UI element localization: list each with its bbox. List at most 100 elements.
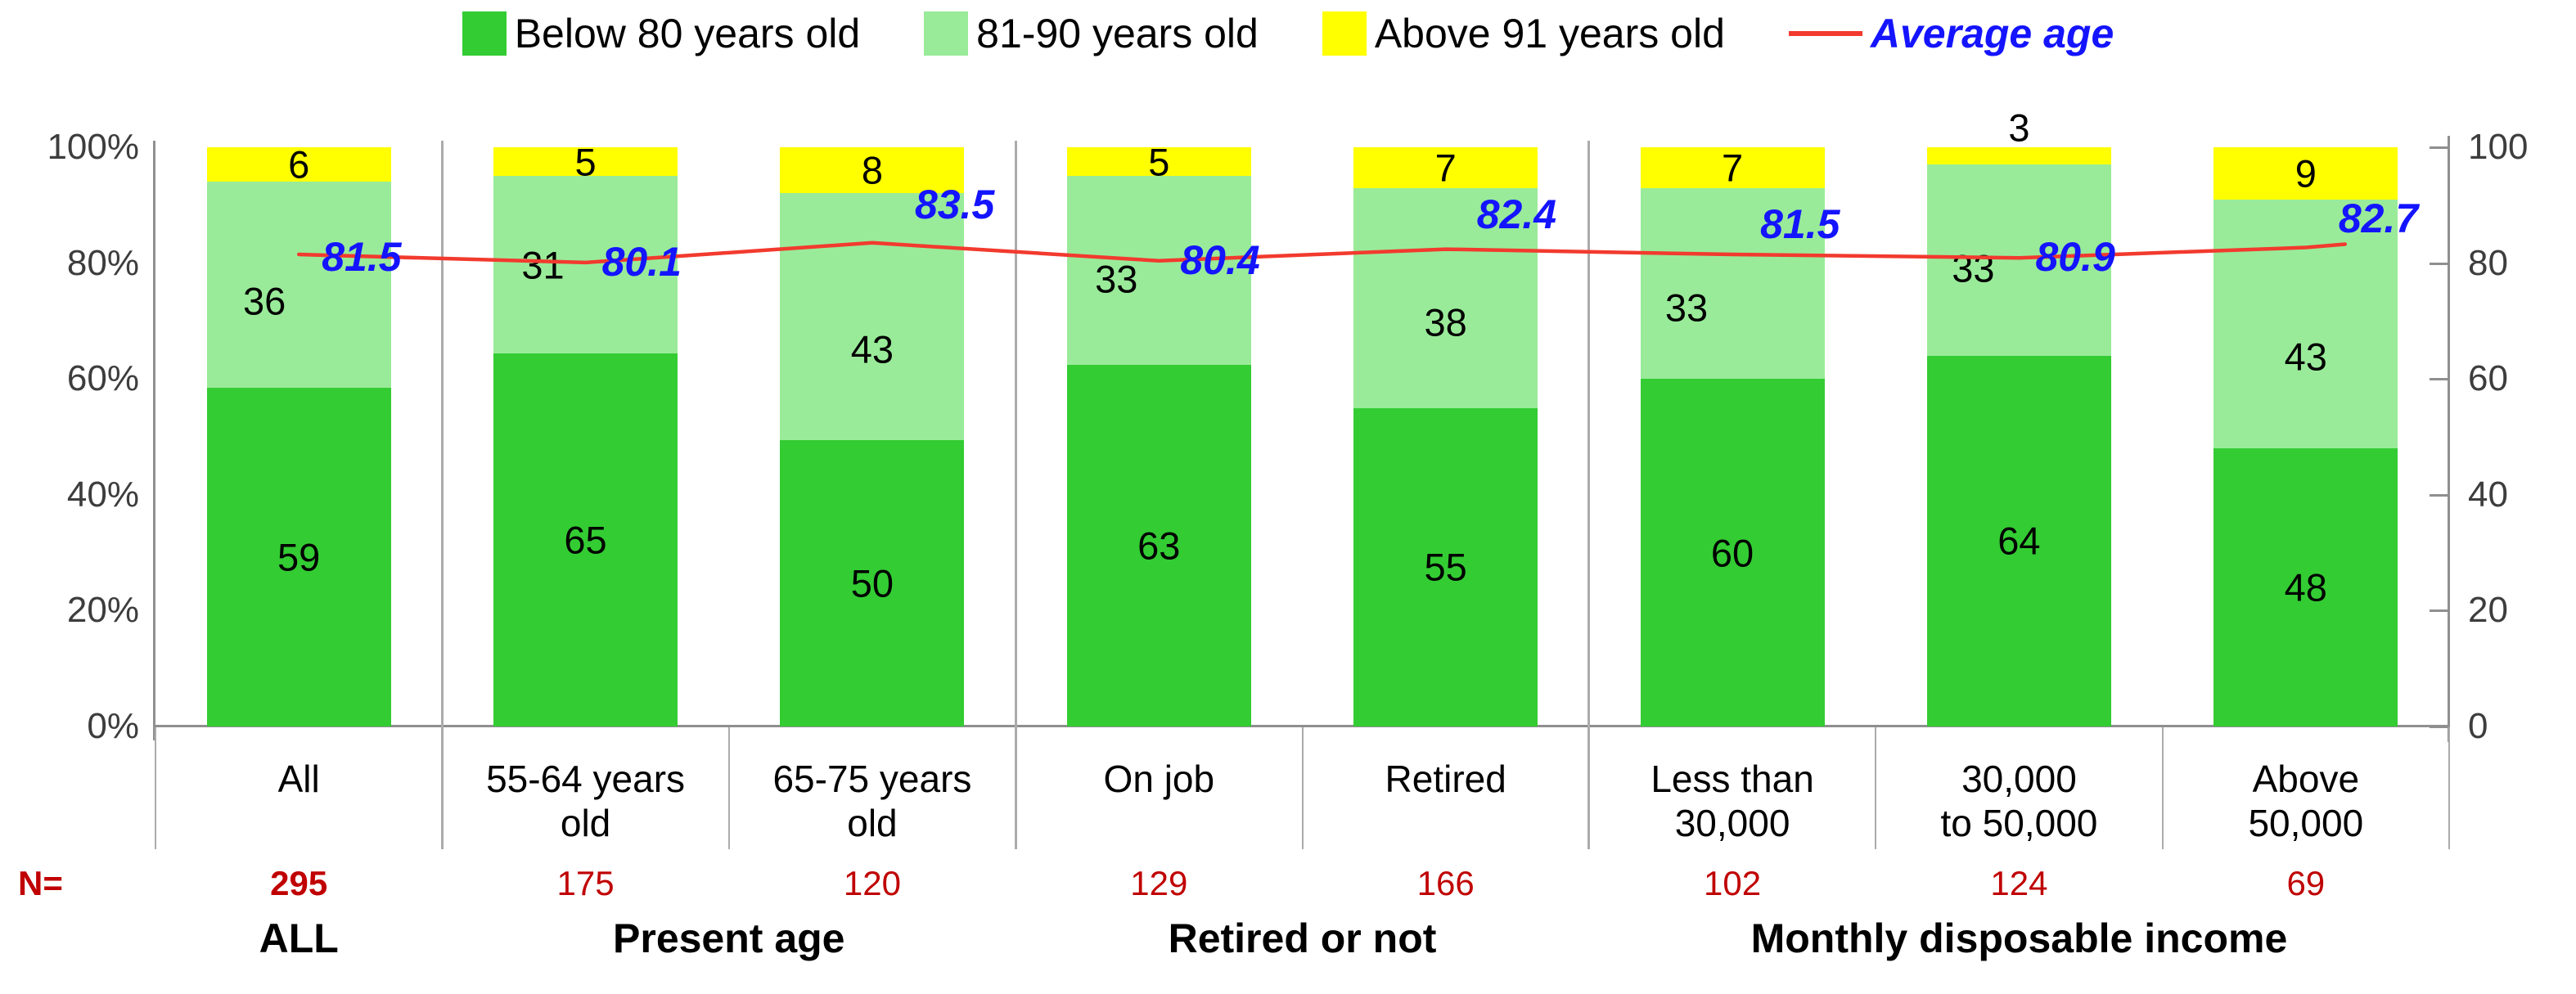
y-axis-right-tick-mark: [2430, 609, 2449, 613]
bar-value-label: 60: [1710, 531, 1754, 575]
bar-segment: [780, 147, 965, 194]
n-value: 166: [1416, 864, 1475, 902]
y-axis-right-tick-label: 60: [2468, 358, 2508, 399]
n-value: 120: [843, 864, 901, 902]
average-age-value-label: 80.9: [2035, 234, 2115, 281]
average-age-value-label: 82.4: [1476, 191, 1557, 237]
bar-value-label: 43: [850, 327, 894, 371]
bar-value-label: 36: [243, 279, 286, 323]
group-separator-line: [440, 141, 444, 849]
average-age-value-label: 82.7: [2338, 196, 2419, 242]
average-age-value-label: 83.5: [914, 181, 995, 227]
left-axis-line: [153, 141, 155, 740]
legend-item: Above 91 years old: [1322, 10, 1725, 57]
y-axis-left-tick-label: 60%: [66, 358, 139, 399]
bar-value-label: 43: [2284, 335, 2327, 379]
n-value: 129: [1130, 864, 1188, 902]
y-axis-left-tick-label: 0%: [87, 706, 139, 746]
legend-swatch-icon: [924, 11, 969, 56]
average-age-value-label: 81.5: [1760, 200, 1840, 247]
legend-item-average-age: Average age: [1788, 10, 2114, 57]
bar-value-label: 3: [2008, 106, 2030, 150]
category-separator-line: [1875, 727, 1877, 849]
bar-segment: [1640, 187, 1825, 380]
legend-label-average-age: Average age: [1870, 11, 2114, 56]
n-value: 69: [2286, 864, 2326, 902]
bar-value-label: 6: [288, 142, 310, 187]
legend-swatch-icon: [1322, 11, 1367, 56]
average-age-value-label: 80.4: [1180, 236, 1260, 283]
n-value: 295: [270, 864, 328, 902]
bar-segment: [2213, 448, 2398, 726]
bar-value-label: 64: [1997, 519, 2041, 563]
category-label: 55-64 years old: [486, 758, 686, 845]
n-value: 102: [1704, 864, 1762, 902]
bar-segment: [493, 176, 678, 354]
bar-segment: [2213, 199, 2398, 449]
x-axis-baseline: [155, 725, 2449, 727]
bar-value-label: 50: [850, 561, 894, 605]
category-label: Less than 30,000: [1651, 758, 1814, 845]
bar-value-label: 33: [1664, 286, 1709, 330]
y-axis-left-tick-label: 40%: [66, 474, 139, 515]
y-axis-right-tick-mark: [2430, 262, 2449, 265]
n-equals-label: N=: [18, 864, 63, 902]
y-axis-right-tick-label: 100: [2468, 127, 2529, 167]
legend-label: Below 80 years old: [514, 11, 861, 56]
bar-value-label: 55: [1424, 545, 1467, 589]
category-separator-line: [1301, 727, 1304, 849]
y-axis-right-tick-label: 20: [2468, 590, 2508, 631]
bar-segment: [1066, 365, 1251, 726]
bar-value-label: 48: [2284, 565, 2327, 609]
bar-value-label: 9: [2295, 151, 2317, 196]
legend: Below 80 years old 81-90 years old Above 9…: [0, 10, 2576, 57]
bar-segment: [1353, 407, 1538, 726]
average-age-value-label: 80.1: [601, 238, 682, 285]
bar-segment: [493, 147, 678, 177]
group-label: ALL: [259, 915, 339, 961]
bar-segment: [1353, 187, 1538, 408]
y-axis-right-tick-mark: [2430, 146, 2449, 149]
category-label: Retired: [1385, 758, 1506, 800]
bar-segment: [780, 193, 965, 440]
bar-value-label: 7: [1434, 146, 1457, 190]
bar-value-label: 8: [861, 148, 884, 192]
group-separator-line: [1587, 141, 1591, 849]
bar-segment: [1926, 147, 2111, 165]
category-label: On job: [1103, 758, 1215, 800]
legend-swatch-icon: [462, 11, 507, 56]
bar-segment: [206, 182, 391, 389]
bar-segment: [1066, 176, 1251, 366]
group-label: Retired or not: [1168, 915, 1437, 961]
legend-item: Below 80 years old: [462, 10, 860, 57]
bar-value-label: 5: [574, 140, 597, 184]
category-separator-line: [727, 727, 730, 849]
bar-segment: [2213, 147, 2398, 200]
legend-item: 81-90 years old: [924, 10, 1259, 57]
y-axis-right-tick-mark: [2430, 493, 2449, 497]
y-axis-right-tick-label: 80: [2468, 242, 2508, 283]
category-separator-line: [155, 727, 156, 849]
category-label: All: [277, 758, 320, 800]
bar-value-label: 63: [1137, 524, 1181, 568]
y-axis-right-tick-label: 40: [2468, 474, 2508, 515]
bar-segment: [206, 147, 391, 182]
average-age-value-label: 81.5: [322, 233, 402, 280]
bar-segment: [1640, 379, 1825, 726]
category-label: Above 50,000: [2248, 758, 2364, 845]
bar-segment: [1926, 355, 2111, 726]
bar-segment: [493, 353, 678, 726]
group-separator-line: [1014, 141, 1017, 849]
bar-value-label: 59: [277, 535, 321, 579]
category-separator-line: [2161, 727, 2164, 849]
n-value: 175: [556, 864, 615, 902]
group-label: Monthly disposable income: [1750, 915, 2288, 961]
y-axis-left-tick-label: 100%: [47, 127, 139, 167]
bar-segment: [206, 388, 391, 726]
bar-value-label: 31: [521, 243, 565, 287]
y-axis-left-tick-label: 20%: [66, 590, 139, 631]
group-label: Present age: [613, 915, 845, 961]
bar-value-label: 33: [1952, 246, 1995, 290]
bar-segment: [780, 439, 965, 726]
